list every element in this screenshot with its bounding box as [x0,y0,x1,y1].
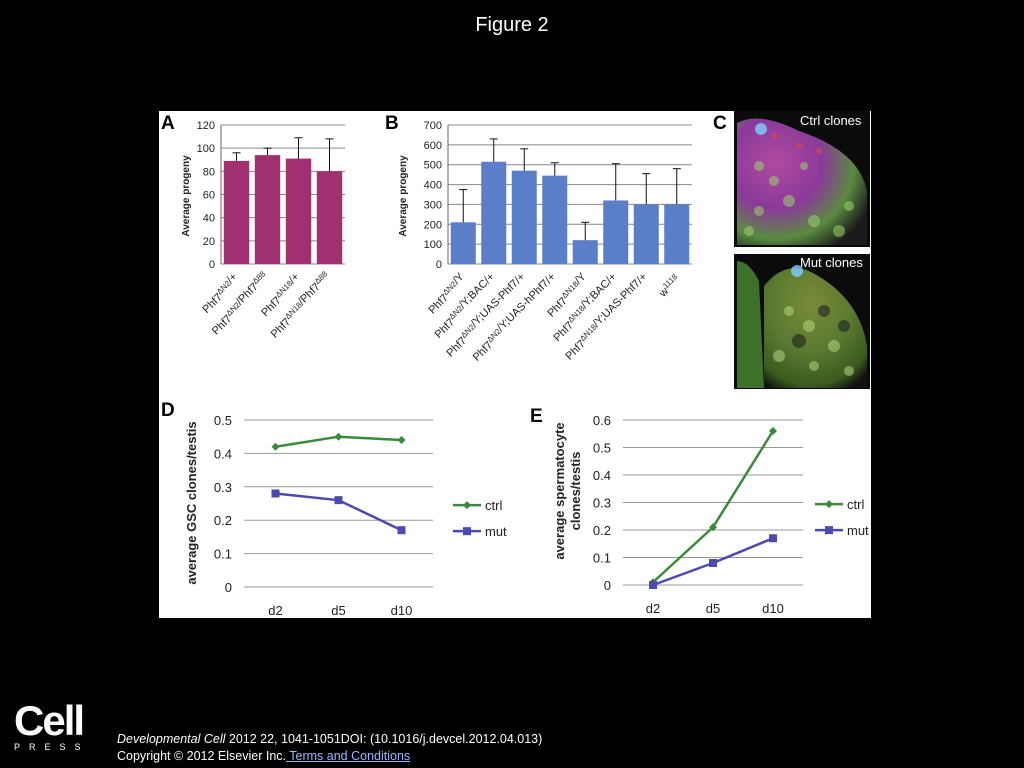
y-tick-label: 200 [424,219,442,231]
y-tick-label: 20 [203,236,215,248]
point-mut [334,496,343,505]
y-tick-label: 0.1 [214,547,232,562]
bar [481,161,507,264]
chart-e-ylabel: average spermatocyteclones/testis [552,422,583,559]
category-label: w1118 [655,272,683,300]
bar [450,222,476,264]
y-tick-label: 600 [424,140,442,152]
y-tick-label: 60 [203,190,215,202]
point-mut [271,489,280,498]
y-tick-label: 400 [424,180,442,192]
micrograph-mut-clones [734,254,870,389]
legend-marker-ctrl [825,500,833,509]
citation-copyright: Copyright © 2012 Elsevier Inc. [117,749,287,763]
y-tick-label: 100 [424,239,442,251]
legend-label-ctrl: ctrl [485,498,502,513]
chart-d-ylabel: average GSC clones/testis [184,421,199,584]
panel-label-b: B [385,113,399,134]
y-tick-label: 80 [203,166,215,178]
legend-marker-mut [463,527,471,536]
y-tick-label: 0.4 [593,468,611,483]
point-mut [649,581,657,589]
y-tick-label: 0.2 [214,513,232,528]
y-tick-label: 100 [197,143,215,155]
bar [254,155,281,264]
citation: Developmental Cell 2012 22, 1041-1051DOI… [117,731,542,765]
y-tick-label: 0 [436,259,442,271]
citation-journal: Developmental Cell [117,732,226,746]
chart-e: 0 0.1 0.2 0.3 0.4 0.5 0.6 d2 d5 d10 ctrl mut [593,413,869,616]
bar [633,204,659,264]
point-mut [709,559,717,567]
cell-press-logo: Cell PRESS [14,697,90,753]
x-tick-label: d5 [331,603,345,618]
logo-sub: PRESS [14,742,90,752]
chart-b-ylabel: Average progeny [398,155,409,237]
y-tick-label: 700 [424,120,442,132]
panel-label-a: A [161,113,175,134]
point-ctrl [334,432,343,441]
y-tick-label: 0.5 [593,441,611,456]
bar [664,204,690,264]
y-tick-label: 0.4 [214,446,232,461]
x-tick-label: d10 [762,601,784,616]
ctrl-clones-caption: Ctrl clones [800,113,862,128]
x-tick-label: d2 [646,601,660,616]
x-tick-label: d10 [391,603,413,618]
point-ctrl [397,436,406,445]
bar [285,158,312,264]
terms-link[interactable]: Terms and Conditions [286,749,411,763]
y-tick-label: 0.2 [593,523,611,538]
y-tick-label: 0 [604,578,611,593]
citation-line-1: Developmental Cell 2012 22, 1041-1051DOI… [117,731,542,748]
bar [316,171,343,264]
y-tick-label: 0.3 [214,480,232,495]
bar [603,200,629,264]
legend-label-mut: mut [847,523,869,538]
x-tick-label: d2 [268,603,282,618]
legend-marker-ctrl [463,501,471,510]
panel-label-d: D [161,400,175,421]
y-tick-label: 300 [424,199,442,211]
y-tick-label: 0 [225,580,232,595]
y-tick-label: 40 [203,213,215,225]
chart-d: 0 0.1 0.2 0.3 0.4 0.5 d2 d5 d10 ctrl mut [214,413,507,618]
mut-clones-caption: Mut clones [800,255,863,270]
figure-title: Figure 2 [475,14,549,36]
legend-label-mut: mut [485,524,507,539]
x-tick-label: d5 [706,601,720,616]
point-ctrl [709,523,717,532]
logo-word: Cell [14,697,85,744]
y-tick-label: 0 [209,259,215,271]
y-tick-label: 500 [424,160,442,172]
point-mut [397,526,406,535]
citation-details: 2012 22, 1041-1051DOI: (10.1016/j.devcel… [225,732,543,746]
legend-label-ctrl: ctrl [847,497,864,512]
chart-e-ylabel-group: average spermatocyteclones/testis [552,422,583,559]
bar [572,240,598,264]
bar [223,160,250,264]
citation-line-2: Copyright © 2012 Elsevier Inc. Terms and… [117,748,542,765]
point-mut [769,534,777,543]
chart-a: 020406080100120Phf7ΔN2/+Phf7ΔN2/Phf7Δ88P… [197,120,345,341]
point-ctrl [769,427,777,435]
bar [511,170,537,264]
y-tick-label: 0.6 [593,413,611,428]
legend-marker-mut [825,526,833,535]
y-tick-label: 0.3 [593,496,611,511]
panel-label-e: E [530,406,543,427]
y-tick-label: 120 [197,120,215,132]
panel-label-c: C [713,113,727,134]
figure-panel: Ctrl clones Mut clones A B C D E Average… [159,111,871,618]
chart-a-ylabel: Average progeny [181,155,192,237]
y-tick-label: 0.5 [214,413,232,428]
bar [542,175,568,264]
figure-svg: Ctrl clones Mut clones A B C D E Average… [161,111,870,618]
y-tick-label: 0.1 [593,551,611,566]
chart-b: 0100200300400500600700Phf7ΔN2/YPhf7ΔN2/Y… [424,120,692,364]
point-ctrl [271,442,280,451]
micrograph-ctrl-clones [734,111,870,247]
